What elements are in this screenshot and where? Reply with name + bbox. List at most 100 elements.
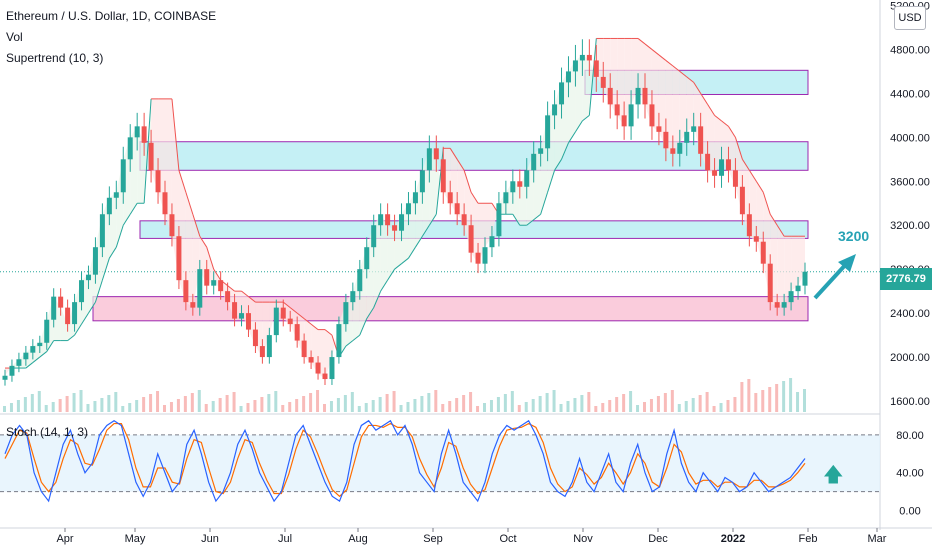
candle-23 [162, 192, 168, 215]
candle-9 [65, 307, 71, 325]
volume-bar-8 [58, 399, 62, 412]
supertrend-seg-111 [776, 224, 785, 237]
candle-81 [565, 71, 571, 83]
supertrend-seg-98 [686, 76, 695, 83]
volume-bar-49 [343, 395, 347, 412]
volume-bar-87 [608, 400, 612, 412]
supertrend-seg-101 [707, 104, 715, 116]
volume-bar-111 [775, 384, 779, 412]
candle-105 [732, 170, 738, 187]
candle-112 [781, 302, 787, 308]
supertrend-fill-8 [60, 307, 68, 341]
symbol-title: Ethereum / U.S. Dollar, 1D, COINBASE [6, 9, 217, 23]
price-tick-1: 2000.00 [890, 352, 930, 364]
stoch-legend[interactable]: Stoch (14, 1, 3) [6, 425, 89, 439]
supertrend-seg-25 [178, 170, 187, 193]
candle-115 [802, 271, 808, 286]
candle-16 [113, 192, 119, 198]
supertrend-seg-29 [206, 247, 215, 270]
currency-button[interactable]: USD [894, 6, 926, 30]
supertrend-fill-111 [777, 225, 785, 308]
supertrend-seg-65 [456, 159, 465, 171]
candle-76 [531, 153, 537, 171]
supertrend-seg-32 [227, 285, 235, 292]
volume-bar-109 [761, 390, 765, 412]
last-price-tag: 2776.79 [880, 268, 932, 290]
supertrend-fill-96 [672, 65, 680, 154]
volume-bar-68 [476, 406, 480, 412]
candle-43 [301, 340, 307, 358]
target-arrow-line [813, 260, 850, 300]
candle-12 [85, 274, 91, 281]
candle-90 [628, 104, 634, 127]
volume-bar-92 [643, 402, 646, 412]
volume-bar-77 [538, 396, 542, 412]
candle-63 [440, 159, 446, 193]
volume-bar-30 [211, 401, 215, 412]
volume-bar-14 [100, 398, 104, 412]
supertrend-seg-57 [401, 257, 409, 265]
volume-bar-1 [9, 403, 13, 412]
time-tick-5: Sep [423, 533, 443, 545]
volume-legend[interactable]: Vol [6, 30, 23, 44]
time-tick-10: Feb [799, 533, 818, 545]
supertrend-seg-24 [171, 98, 180, 171]
supertrend-seg-12 [88, 301, 96, 314]
volume-bar-54 [378, 397, 382, 412]
volume-bar-23 [163, 405, 166, 412]
candle-108 [753, 236, 759, 242]
supertrend-seg-96 [672, 65, 681, 72]
candle-17 [120, 159, 126, 193]
supertrend-seg-106 [741, 159, 750, 171]
candle-5 [37, 342, 43, 347]
candle-79 [552, 104, 558, 116]
supertrend-seg-27 [192, 214, 201, 237]
volume-bar-44 [309, 393, 313, 412]
supertrend-seg-14 [101, 258, 110, 281]
candle-6 [44, 319, 50, 343]
supertrend-seg-3 [25, 362, 34, 369]
candle-71 [496, 203, 502, 237]
supertrend-seg-93 [651, 49, 660, 56]
volume-bar-28 [197, 390, 201, 412]
candle-21 [148, 142, 154, 171]
supertrend-seg-105 [734, 137, 743, 160]
volume-bar-51 [357, 406, 361, 412]
supertrend-legend[interactable]: Supertrend (10, 3) [6, 51, 104, 65]
volume-bar-79 [552, 390, 556, 412]
volume-bar-42 [295, 399, 299, 412]
supertrend-seg-81 [568, 131, 576, 144]
supertrend-seg-40 [282, 301, 291, 309]
supertrend-fill-94 [658, 54, 666, 149]
volume-bar-21 [149, 394, 153, 412]
candle-56 [392, 225, 398, 231]
candle-102 [712, 170, 718, 176]
supertrend-seg-46 [324, 329, 333, 336]
supertrend-seg-10 [74, 323, 82, 336]
candle-104 [725, 159, 731, 171]
candle-14 [99, 214, 105, 248]
supertrend-seg-41 [289, 307, 298, 314]
candle-109 [760, 241, 766, 264]
volume-bar-37 [260, 397, 264, 412]
volume-bar-20 [142, 397, 146, 412]
candle-34 [239, 313, 245, 319]
candle-2 [16, 359, 22, 366]
supertrend-seg-102 [714, 114, 722, 122]
target-label: 3200 [838, 228, 870, 244]
volume-bar-115 [803, 389, 806, 412]
candle-69 [482, 247, 488, 264]
volume-bar-112 [782, 381, 786, 412]
candle-40 [280, 307, 286, 319]
supertrend-fill-88 [617, 38, 625, 127]
supertrend-fill-26 [185, 192, 193, 308]
candle-7 [51, 296, 57, 320]
volume-bar-90 [629, 391, 633, 412]
supertrend-seg-42 [296, 312, 305, 320]
supertrend-seg-16 [115, 225, 124, 248]
volume-bar-12 [86, 404, 90, 412]
supertrend-seg-5 [39, 351, 48, 358]
candle-74 [517, 181, 523, 187]
candle-84 [586, 54, 592, 61]
